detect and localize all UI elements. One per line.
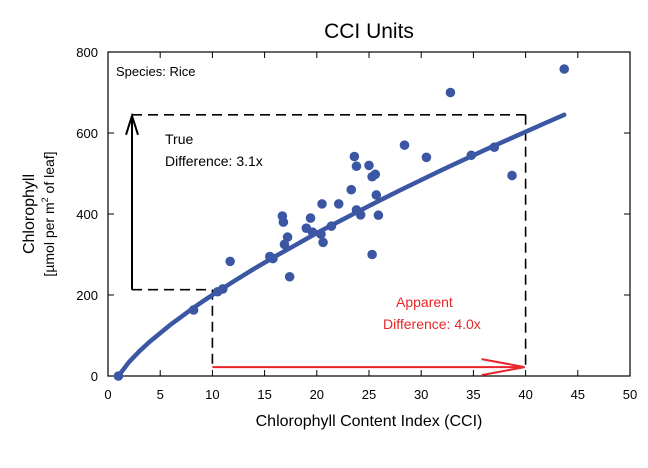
y-tick-label: 0 <box>91 369 98 384</box>
data-point <box>489 142 500 152</box>
x-axis-label: Chlorophyll Content Index (CCI) <box>256 413 483 430</box>
x-tick-label: 20 <box>310 387 324 402</box>
y-axis-label-line2: [µmol per m2 of leaf] <box>40 151 57 276</box>
difference-arrows <box>125 112 525 377</box>
y-tick-label: 600 <box>76 126 98 141</box>
y-tick-label: 400 <box>76 207 98 222</box>
x-tick-label: 25 <box>362 387 376 402</box>
true-difference-label-line1: True <box>165 131 193 147</box>
data-point <box>346 184 357 195</box>
x-axis-ticks: 0 5 10 15 20 25 30 35 40 45 50 <box>104 52 637 402</box>
x-tick-label: 10 <box>205 387 219 402</box>
data-point <box>279 239 290 250</box>
y-axis-label-unit-post: of leaf] <box>41 151 57 197</box>
data-point <box>188 305 199 315</box>
data-point <box>225 256 235 267</box>
data-point <box>351 161 362 172</box>
data-point <box>268 253 278 264</box>
data-point <box>367 249 377 260</box>
x-tick-label: 0 <box>104 387 111 402</box>
species-label: Species: Rice <box>116 64 195 79</box>
data-points <box>113 64 570 381</box>
data-point <box>364 160 374 171</box>
data-point <box>355 210 366 220</box>
apparent-difference-label-line2: Difference: 4.0x <box>383 316 481 332</box>
dashed-guides <box>132 113 527 368</box>
data-point <box>305 213 316 223</box>
y-tick-label: 200 <box>76 288 98 303</box>
data-point <box>559 64 570 74</box>
y-tick-label: 800 <box>76 45 98 60</box>
data-point <box>284 271 295 282</box>
x-tick-label: 50 <box>623 387 637 402</box>
x-tick-label: 45 <box>571 387 585 402</box>
true-difference-arrowhead <box>125 112 139 136</box>
data-point <box>113 371 124 381</box>
y-axis-ticks: 0 200 400 600 800 <box>76 45 630 384</box>
data-point <box>399 140 410 150</box>
x-tick-label: 35 <box>466 387 480 402</box>
y-axis-label-line1: Chlorophyll <box>21 174 38 254</box>
data-point <box>278 217 289 227</box>
chart-title: CCI Units <box>324 20 414 43</box>
data-point <box>507 170 517 181</box>
fit-curve-layer <box>116 112 567 379</box>
plot-frame <box>107 51 631 377</box>
y-axis-label: Chlorophyll [µmol per m2 of leaf] <box>21 151 57 276</box>
data-point <box>371 190 382 200</box>
y-axis-label-unit-sup: 2 <box>40 197 50 202</box>
data-point <box>373 210 384 221</box>
data-point <box>445 87 456 98</box>
data-point <box>218 284 228 294</box>
data-point <box>326 221 337 231</box>
x-tick-label: 30 <box>414 387 428 402</box>
data-point <box>333 199 344 209</box>
fit-curve <box>116 112 567 379</box>
apparent-difference-label-line1: Apparent <box>396 294 453 310</box>
data-point <box>307 227 318 238</box>
data-point <box>466 150 477 161</box>
x-tick-label: 15 <box>257 387 271 402</box>
apparent-difference-arrowhead <box>481 358 525 377</box>
data-point <box>318 237 328 248</box>
true-difference-label-line2: Difference: 3.1x <box>165 153 263 169</box>
data-point <box>349 151 360 162</box>
x-tick-label: 40 <box>518 387 532 402</box>
data-point <box>282 232 293 242</box>
data-point <box>317 199 327 209</box>
data-point <box>370 169 381 180</box>
y-axis-label-unit-pre: [µmol per m <box>41 202 57 276</box>
data-point <box>421 152 432 163</box>
x-tick-label: 5 <box>157 387 164 402</box>
data-point <box>316 229 326 240</box>
